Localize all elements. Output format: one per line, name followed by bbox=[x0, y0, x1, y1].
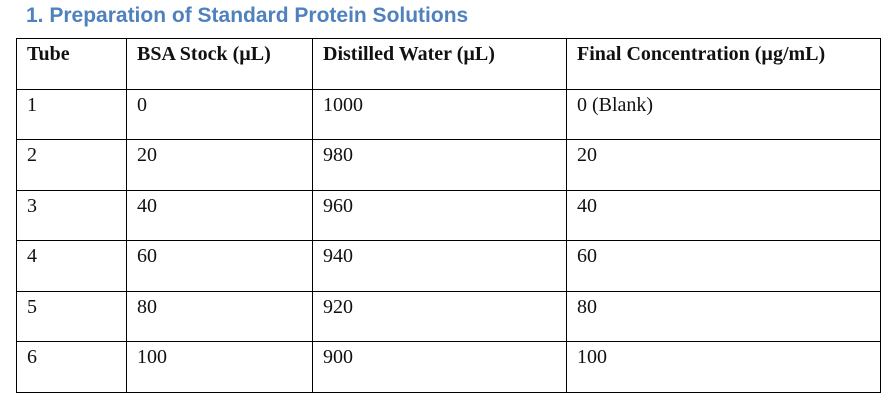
table-cell: 1 bbox=[16, 88, 127, 140]
table-cell: 900 bbox=[312, 341, 567, 393]
table-cell: 960 bbox=[312, 189, 567, 241]
table-cell: 20 bbox=[126, 139, 313, 191]
table-cell: 2 bbox=[16, 139, 127, 191]
table-cell: 3 bbox=[16, 189, 127, 241]
table-cell: 100 bbox=[566, 341, 881, 393]
header-cell: BSA Stock (µL) bbox=[126, 38, 313, 90]
table-cell: 80 bbox=[566, 290, 881, 342]
header-cell: Final Concentration (µg/mL) bbox=[566, 38, 881, 90]
table-row: 5 80 920 80 bbox=[16, 290, 881, 342]
table: Tube BSA Stock (µL) Distilled Water (µL) Fi… bbox=[16, 38, 881, 393]
table-cell: 5 bbox=[16, 290, 127, 342]
header-cell: Distilled Water (µL) bbox=[312, 38, 567, 90]
table-cell: 6 bbox=[16, 341, 127, 393]
header-row: Tube BSA Stock (µL) Distilled Water (µL) Fi… bbox=[16, 38, 881, 90]
heading: 1. Preparation of Standard Protein Solut… bbox=[26, 4, 469, 27]
table-cell: 20 bbox=[566, 139, 881, 191]
table-cell: 0 (Blank) bbox=[566, 88, 881, 140]
header-cell: Tube bbox=[16, 38, 127, 90]
table-row: 3 40 960 40 bbox=[16, 189, 881, 241]
table-cell: 920 bbox=[312, 290, 567, 342]
table-cell: 60 bbox=[566, 240, 881, 292]
table-cell: 80 bbox=[126, 290, 313, 342]
table-cell: 0 bbox=[126, 88, 313, 140]
table-cell: 40 bbox=[126, 189, 313, 241]
table-cell: 980 bbox=[312, 139, 567, 191]
table-cell: 60 bbox=[126, 240, 313, 292]
table-cell: 100 bbox=[126, 341, 313, 393]
table-cell: 940 bbox=[312, 240, 567, 292]
table-row: 6 100 900 100 bbox=[16, 341, 881, 393]
table-cell: 1000 bbox=[312, 88, 567, 140]
table-cell: 40 bbox=[566, 189, 881, 241]
table-cell: 4 bbox=[16, 240, 127, 292]
table-row: 2 20 980 20 bbox=[16, 139, 881, 191]
table-row: 4 60 940 60 bbox=[16, 240, 881, 292]
table-row: 1 0 1000 0 (Blank) bbox=[16, 88, 881, 140]
